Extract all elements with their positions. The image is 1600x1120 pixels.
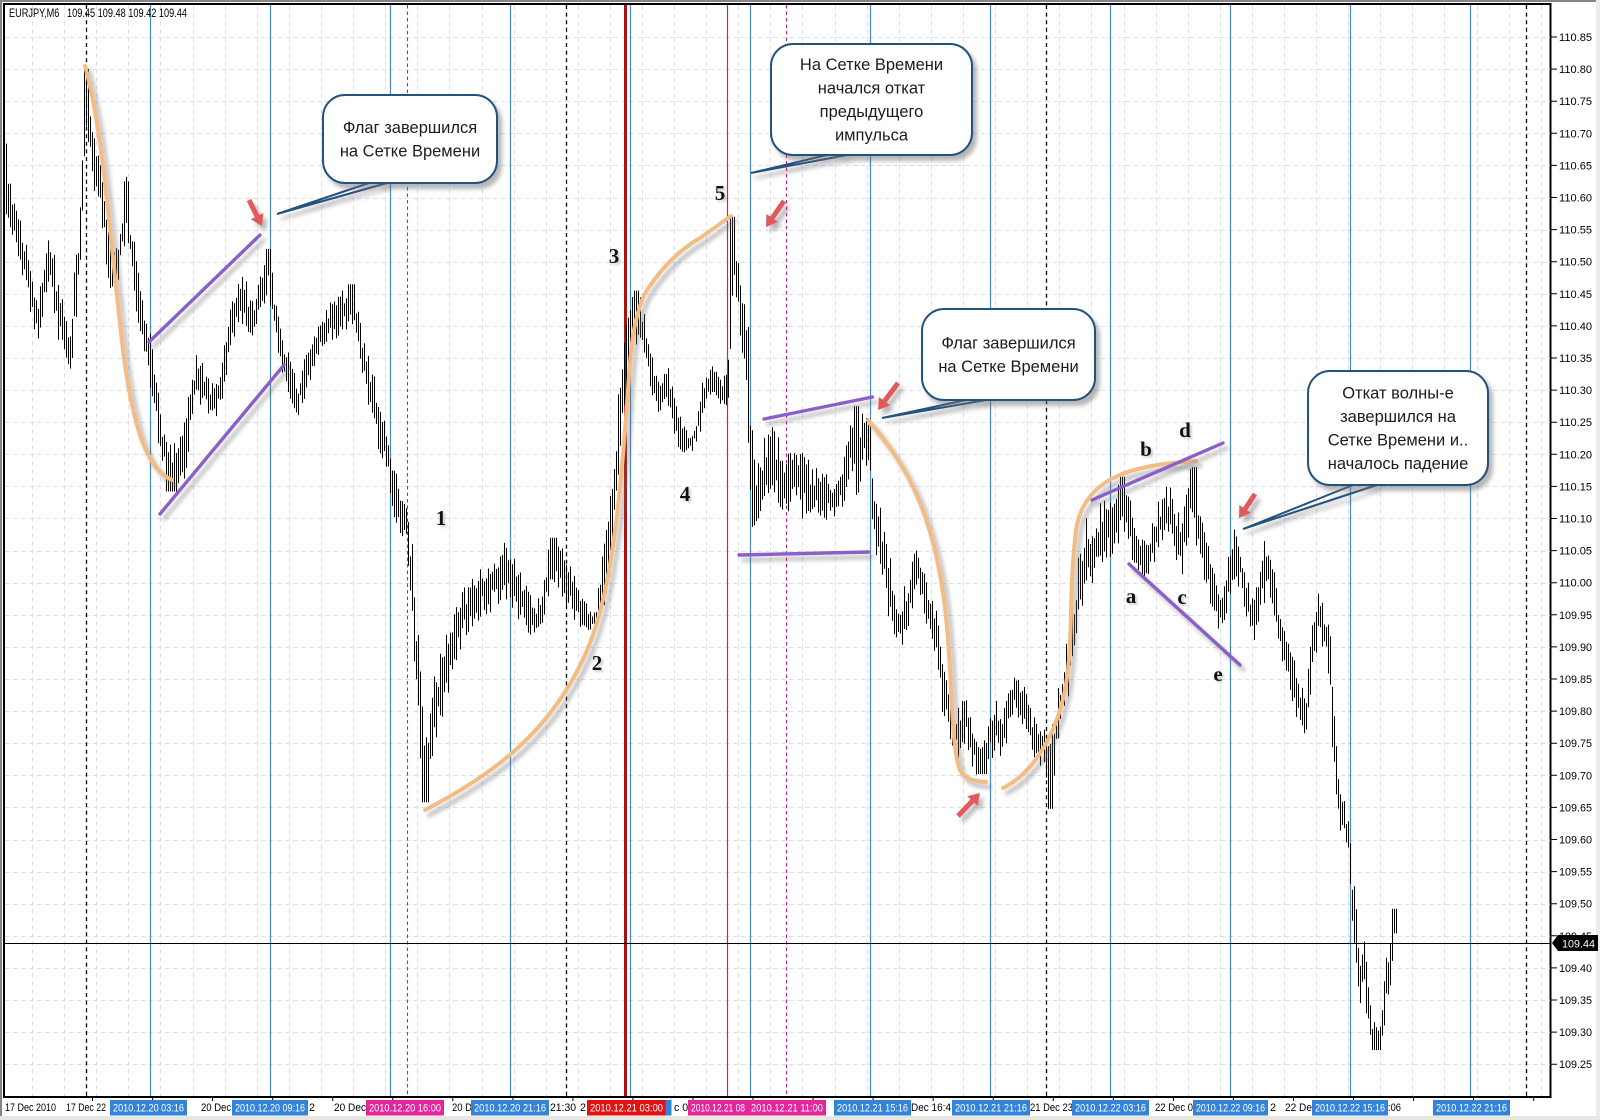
svg-text:110.20: 110.20 xyxy=(1559,449,1592,461)
svg-text:5: 5 xyxy=(715,181,726,205)
svg-text:110.40: 110.40 xyxy=(1559,321,1592,333)
svg-text:110.80: 110.80 xyxy=(1559,64,1592,76)
svg-text:110.10: 110.10 xyxy=(1559,514,1592,526)
svg-text:17 Dec 22: 17 Dec 22 xyxy=(66,1102,106,1114)
svg-text:2: 2 xyxy=(309,1102,315,1114)
svg-text:21 Dec 23: 21 Dec 23 xyxy=(1030,1102,1073,1114)
svg-text:Dec 16:4: Dec 16:4 xyxy=(911,1102,951,1114)
svg-text:110.85: 110.85 xyxy=(1559,32,1592,44)
svg-text:a: a xyxy=(1126,584,1137,608)
svg-text:109.40: 109.40 xyxy=(1559,963,1592,975)
svg-text:d: d xyxy=(1179,418,1191,442)
svg-text:2: 2 xyxy=(1270,1102,1276,1114)
svg-text:c: c xyxy=(1177,585,1186,609)
svg-text:110.00: 110.00 xyxy=(1559,578,1592,590)
svg-text:2010.12.21 15:16: 2010.12.21 15:16 xyxy=(837,1103,908,1115)
svg-text:2010.12.20 03:16: 2010.12.20 03:16 xyxy=(113,1103,184,1115)
svg-text:110.65: 110.65 xyxy=(1559,160,1592,172)
svg-text:21:30: 21:30 xyxy=(550,1102,576,1114)
svg-text:2: 2 xyxy=(580,1102,586,1114)
svg-text:110.05: 110.05 xyxy=(1559,546,1592,558)
svg-text:2010.12.20 21:16: 2010.12.20 21:16 xyxy=(474,1103,546,1115)
svg-text:e: e xyxy=(1213,662,1222,686)
svg-text:109.35: 109.35 xyxy=(1559,995,1592,1007)
svg-text:109.55: 109.55 xyxy=(1559,867,1592,879)
svg-text:109.25: 109.25 xyxy=(1559,1059,1592,1071)
svg-text:109.75: 109.75 xyxy=(1559,738,1592,750)
svg-text:4: 4 xyxy=(680,482,691,506)
svg-text:1: 1 xyxy=(436,506,447,530)
svg-text:EURJPY,M6 109.45 109.48 109.: EURJPY,M6 109.45 109.48 109.42 109.44 xyxy=(9,8,187,20)
svg-text:2010.12.22 09:16: 2010.12.22 09:16 xyxy=(1196,1103,1265,1115)
svg-text:110.75: 110.75 xyxy=(1559,96,1592,108)
svg-text:2010.12.21 08: 2010.12.21 08 xyxy=(691,1103,745,1115)
svg-text:2: 2 xyxy=(592,651,603,675)
svg-text:109.60: 109.60 xyxy=(1559,835,1592,847)
svg-text:109.80: 109.80 xyxy=(1559,706,1592,718)
svg-text:110.25: 110.25 xyxy=(1559,417,1592,429)
svg-text:110.70: 110.70 xyxy=(1559,128,1592,140)
svg-text:22 Dec 0: 22 Dec 0 xyxy=(1155,1102,1193,1114)
svg-text:2010.12.22 15:16: 2010.12.22 15:16 xyxy=(1315,1103,1385,1115)
svg-text:110.30: 110.30 xyxy=(1559,385,1592,397)
svg-text:2010.12.21 21:16: 2010.12.21 21:16 xyxy=(955,1103,1027,1115)
svg-text::06: :06 xyxy=(1388,1102,1401,1114)
svg-text:109.85: 109.85 xyxy=(1559,674,1592,686)
svg-text:109.50: 109.50 xyxy=(1559,899,1592,911)
svg-text:2010.12.20 16:00: 2010.12.20 16:00 xyxy=(369,1103,441,1115)
svg-text:20 Dec 0: 20 Dec 0 xyxy=(201,1102,239,1114)
svg-text:22 Dec: 22 Dec xyxy=(1285,1102,1317,1114)
svg-text:20 Dec: 20 Dec xyxy=(334,1102,366,1114)
svg-text:109.44: 109.44 xyxy=(1562,939,1595,951)
svg-text:2010.12.22 03:16: 2010.12.22 03:16 xyxy=(1075,1103,1146,1115)
svg-text:110.15: 110.15 xyxy=(1559,481,1592,493)
svg-text:109.30: 109.30 xyxy=(1559,1027,1592,1039)
svg-text:20 D: 20 D xyxy=(452,1102,472,1114)
svg-text:3: 3 xyxy=(609,244,620,268)
svg-text:109.90: 109.90 xyxy=(1559,642,1592,654)
svg-text:110.60: 110.60 xyxy=(1559,193,1592,205)
svg-text:109.65: 109.65 xyxy=(1559,802,1592,814)
svg-text:b: b xyxy=(1140,437,1152,461)
svg-text:110.45: 110.45 xyxy=(1559,289,1592,301)
svg-text:110.50: 110.50 xyxy=(1559,257,1592,269)
svg-text:2010.12.22 21:16: 2010.12.22 21:16 xyxy=(1436,1103,1507,1115)
svg-text:109.95: 109.95 xyxy=(1559,610,1592,622)
svg-text:2010.12.20 09:16: 2010.12.20 09:16 xyxy=(235,1103,305,1115)
svg-text:109.70: 109.70 xyxy=(1559,770,1592,782)
svg-text:17 Dec 2010: 17 Dec 2010 xyxy=(5,1102,56,1114)
svg-text:110.35: 110.35 xyxy=(1559,353,1592,365)
svg-text:2010.12.21 03:00: 2010.12.21 03:00 xyxy=(590,1103,663,1115)
svg-text:2010.12.21 11:00: 2010.12.21 11:00 xyxy=(751,1103,823,1115)
svg-text:110.55: 110.55 xyxy=(1559,225,1592,237)
